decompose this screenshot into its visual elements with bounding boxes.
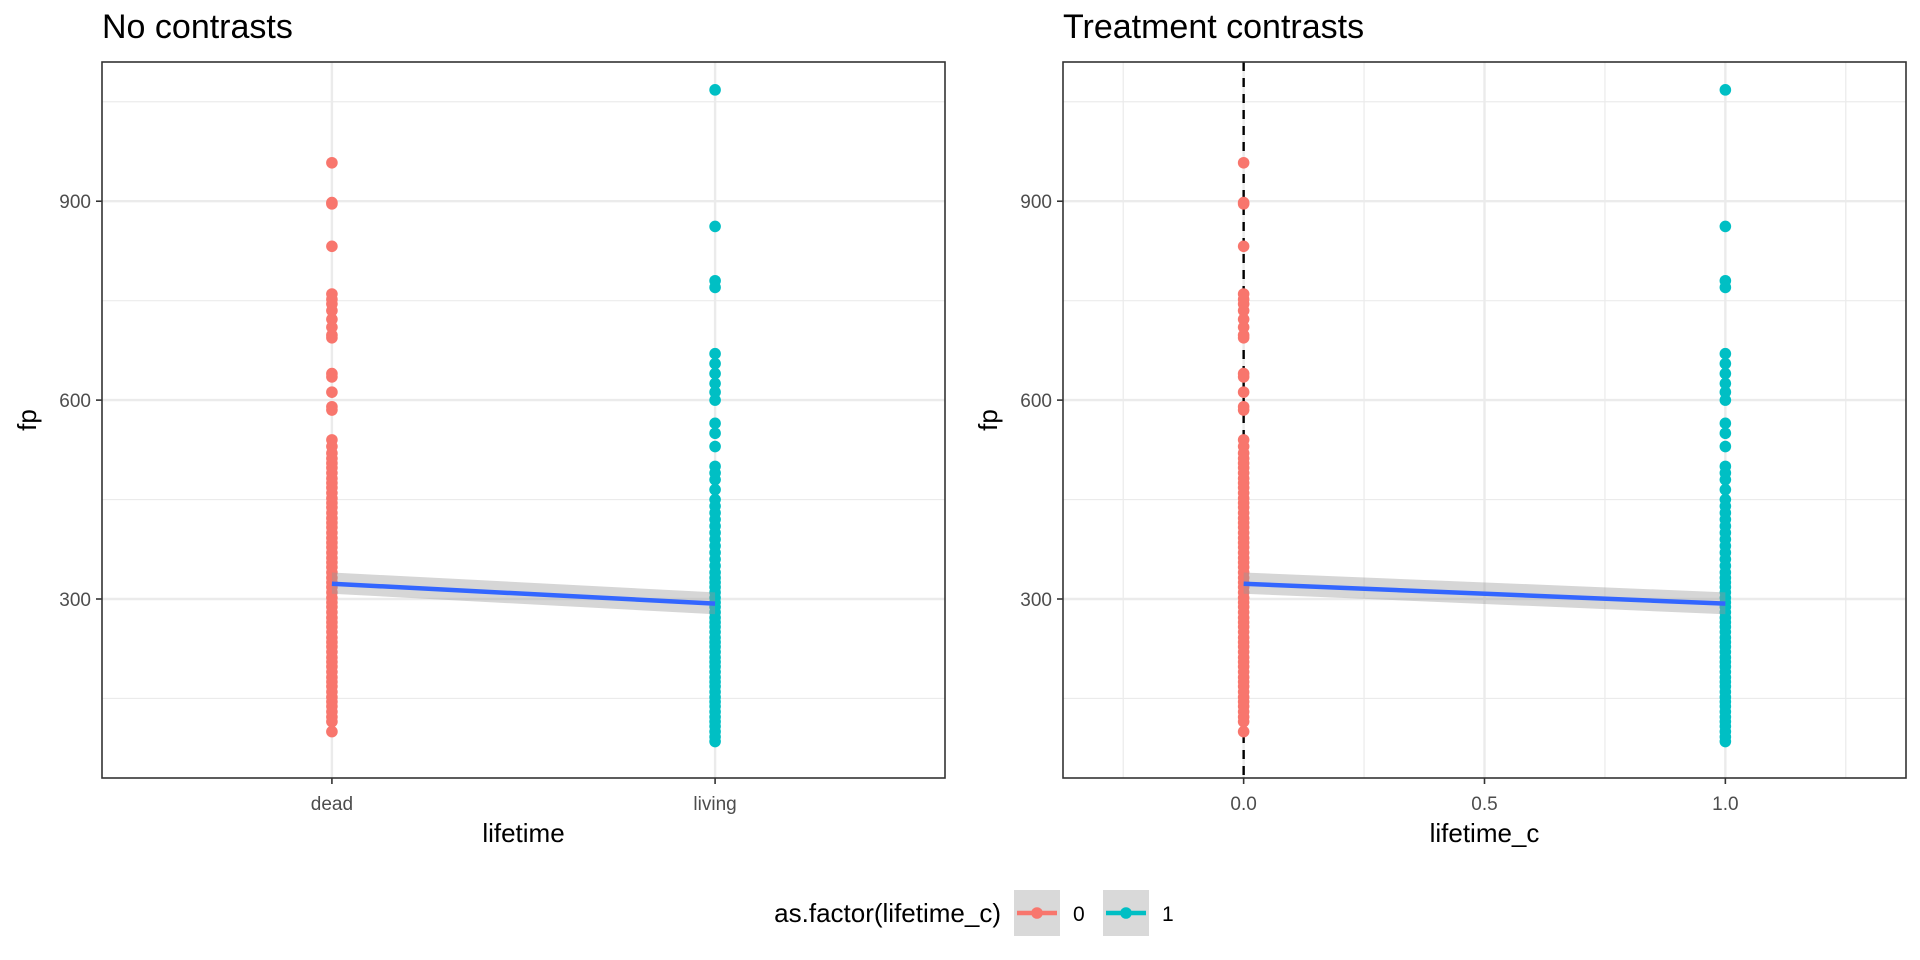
data-point	[709, 357, 721, 370]
x-tick-label: dead	[311, 794, 353, 815]
x-axis-title: lifetime	[482, 818, 564, 848]
data-point	[1719, 220, 1732, 233]
y-axis-title: fp	[12, 409, 42, 431]
data-point	[326, 304, 338, 317]
data-point	[326, 198, 338, 210]
legend: as.factor(lifetime_c) 0 1	[774, 890, 1174, 936]
legend-item-0: 0	[1014, 890, 1085, 936]
legend-key-point	[1031, 907, 1043, 919]
data-point	[326, 156, 338, 169]
x-axis-title: lifetime_c	[1430, 818, 1540, 848]
y-tick-label: 600	[59, 391, 91, 412]
data-point	[1237, 304, 1250, 317]
data-point	[1719, 347, 1732, 360]
y-axis-title: fp	[973, 409, 1003, 431]
data-point	[1237, 725, 1250, 738]
data-point	[326, 331, 338, 344]
data-point	[1237, 371, 1250, 383]
panel-treatment-contrasts: 300 600 900 0.0 0.5 1.0 Treatment contrasts lif…	[973, 8, 1907, 848]
data-point	[1719, 394, 1732, 406]
fit-line	[1243, 581, 1726, 606]
data-point	[709, 417, 721, 430]
data-point	[1237, 321, 1250, 333]
panel-title: Treatment contrasts	[1063, 8, 1364, 46]
data-point	[1237, 156, 1250, 169]
data-point	[1719, 417, 1732, 430]
data-point	[1237, 404, 1250, 416]
data-point	[709, 427, 721, 440]
series-1	[1719, 84, 1732, 748]
data-point	[709, 281, 721, 294]
data-point	[709, 220, 721, 233]
data-point	[709, 367, 721, 380]
panel-no-contrasts: 300 600 900 dead living No contrasts lifetime f…	[12, 8, 946, 848]
data-point	[1237, 715, 1250, 728]
legend-label: 1	[1162, 903, 1174, 926]
data-point	[709, 386, 721, 398]
data-point	[326, 240, 338, 253]
data-point	[1719, 427, 1732, 440]
y-tick-label: 300	[59, 590, 91, 611]
data-point	[326, 313, 338, 326]
y-tick-label: 900	[1020, 192, 1052, 213]
data-point	[1719, 281, 1732, 294]
y-tick-label: 900	[59, 192, 91, 213]
x-tick-label: 1.0	[1712, 794, 1738, 815]
data-point	[1237, 313, 1250, 326]
data-point	[1237, 198, 1250, 210]
data-point	[709, 735, 721, 748]
data-point	[1237, 331, 1250, 344]
data-point	[326, 371, 338, 383]
data-point	[1719, 483, 1732, 496]
data-point	[326, 386, 338, 398]
data-point	[709, 440, 721, 453]
data-point	[709, 483, 721, 496]
y-tick-label: 300	[1020, 590, 1052, 611]
legend-item-1: 1	[1103, 890, 1174, 936]
data-point	[326, 725, 338, 738]
panel-background	[102, 62, 945, 778]
data-point	[1719, 386, 1732, 398]
data-point	[709, 84, 721, 96]
panel-border	[101, 61, 946, 779]
data-point	[1719, 440, 1732, 453]
data-point	[1719, 377, 1732, 390]
y-tick-label: 600	[1020, 391, 1052, 412]
legend-label: 0	[1073, 903, 1085, 926]
data-point	[326, 715, 338, 728]
data-point	[709, 347, 721, 360]
data-point	[1237, 240, 1250, 253]
fit-line	[331, 581, 716, 606]
data-point	[709, 377, 721, 390]
data-point	[709, 473, 721, 486]
data-point	[1719, 735, 1732, 748]
data-point	[709, 394, 721, 406]
data-point	[1237, 386, 1250, 398]
series-0	[1237, 156, 1250, 738]
data-point	[1719, 84, 1732, 96]
panel-title: No contrasts	[102, 8, 293, 46]
x-tick-label: 0.5	[1471, 794, 1497, 815]
x-tick-label: 0.0	[1230, 794, 1256, 815]
legend-key-point	[1120, 907, 1132, 919]
legend-title: as.factor(lifetime_c)	[774, 898, 1001, 928]
data-point	[1719, 473, 1732, 486]
data-point	[1719, 357, 1732, 370]
series-0	[326, 156, 338, 738]
x-tick-label: living	[693, 794, 736, 815]
data-point	[326, 321, 338, 333]
data-point	[1719, 367, 1732, 380]
data-point	[326, 404, 338, 416]
